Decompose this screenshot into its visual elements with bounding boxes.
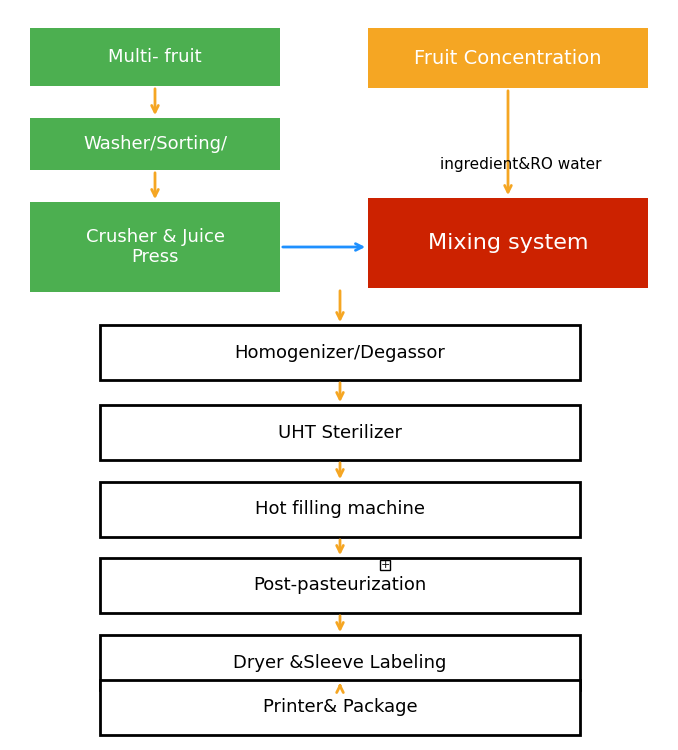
Bar	[100, 405, 580, 460]
Text: Multi- fruit: Multi- fruit	[108, 48, 202, 66]
Bar	[100, 482, 580, 537]
Text: Dryer &Sleeve Labeling: Dryer &Sleeve Labeling	[233, 653, 447, 671]
Bar	[100, 325, 580, 380]
Text: Hot filling machine: Hot filling machine	[255, 500, 425, 518]
Bar	[100, 635, 580, 690]
Bar	[30, 202, 280, 292]
Text: Fruit Concentration: Fruit Concentration	[414, 49, 602, 68]
Bar	[100, 558, 580, 613]
Bar	[380, 560, 390, 570]
Text: Post-pasteurization: Post-pasteurization	[254, 577, 426, 595]
Text: +: +	[380, 560, 390, 570]
Text: Homogenizer/Degassor: Homogenizer/Degassor	[235, 344, 445, 362]
Text: UHT Sterilizer: UHT Sterilizer	[278, 424, 402, 442]
Bar	[30, 28, 280, 86]
Bar	[100, 680, 580, 735]
Bar	[30, 118, 280, 170]
Text: Printer& Package: Printer& Package	[262, 698, 418, 716]
Text: Crusher & Juice
Press: Crusher & Juice Press	[85, 227, 224, 266]
Bar	[368, 198, 648, 288]
Bar	[368, 28, 648, 88]
Text: ingredient&RO water: ingredient&RO water	[440, 158, 601, 172]
Text: Washer/Sorting/: Washer/Sorting/	[83, 135, 227, 153]
Text: Mixing system: Mixing system	[428, 233, 589, 253]
